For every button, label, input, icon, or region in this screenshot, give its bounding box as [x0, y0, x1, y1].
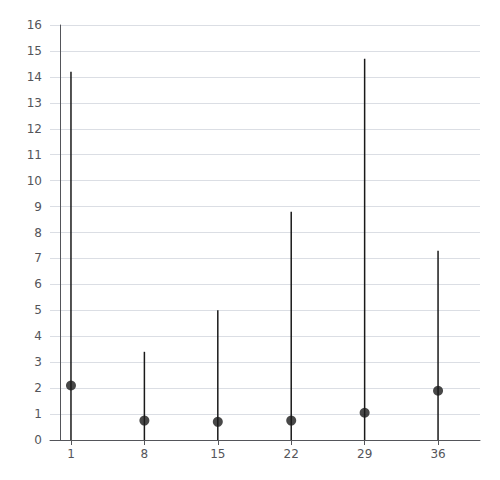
svg-text:10: 10: [27, 174, 42, 188]
svg-text:15: 15: [210, 447, 225, 461]
svg-text:36: 36: [430, 447, 445, 461]
svg-text:14: 14: [27, 70, 42, 84]
svg-text:8: 8: [141, 447, 149, 461]
svg-text:4: 4: [34, 329, 42, 343]
svg-text:7: 7: [34, 251, 42, 265]
svg-text:9: 9: [34, 200, 42, 214]
svg-text:1: 1: [34, 407, 42, 421]
svg-text:2: 2: [34, 381, 42, 395]
svg-text:3: 3: [34, 355, 42, 369]
svg-text:29: 29: [357, 447, 372, 461]
svg-text:22: 22: [284, 447, 299, 461]
svg-text:13: 13: [27, 96, 42, 110]
svg-text:15: 15: [27, 44, 42, 58]
svg-text:11: 11: [27, 148, 42, 162]
svg-text:12: 12: [27, 122, 42, 136]
svg-text:16: 16: [27, 18, 42, 32]
svg-text:0: 0: [34, 433, 42, 447]
svg-text:6: 6: [34, 277, 42, 291]
svg-text:1: 1: [67, 447, 75, 461]
svg-text:8: 8: [34, 226, 42, 240]
svg-text:5: 5: [34, 303, 42, 317]
